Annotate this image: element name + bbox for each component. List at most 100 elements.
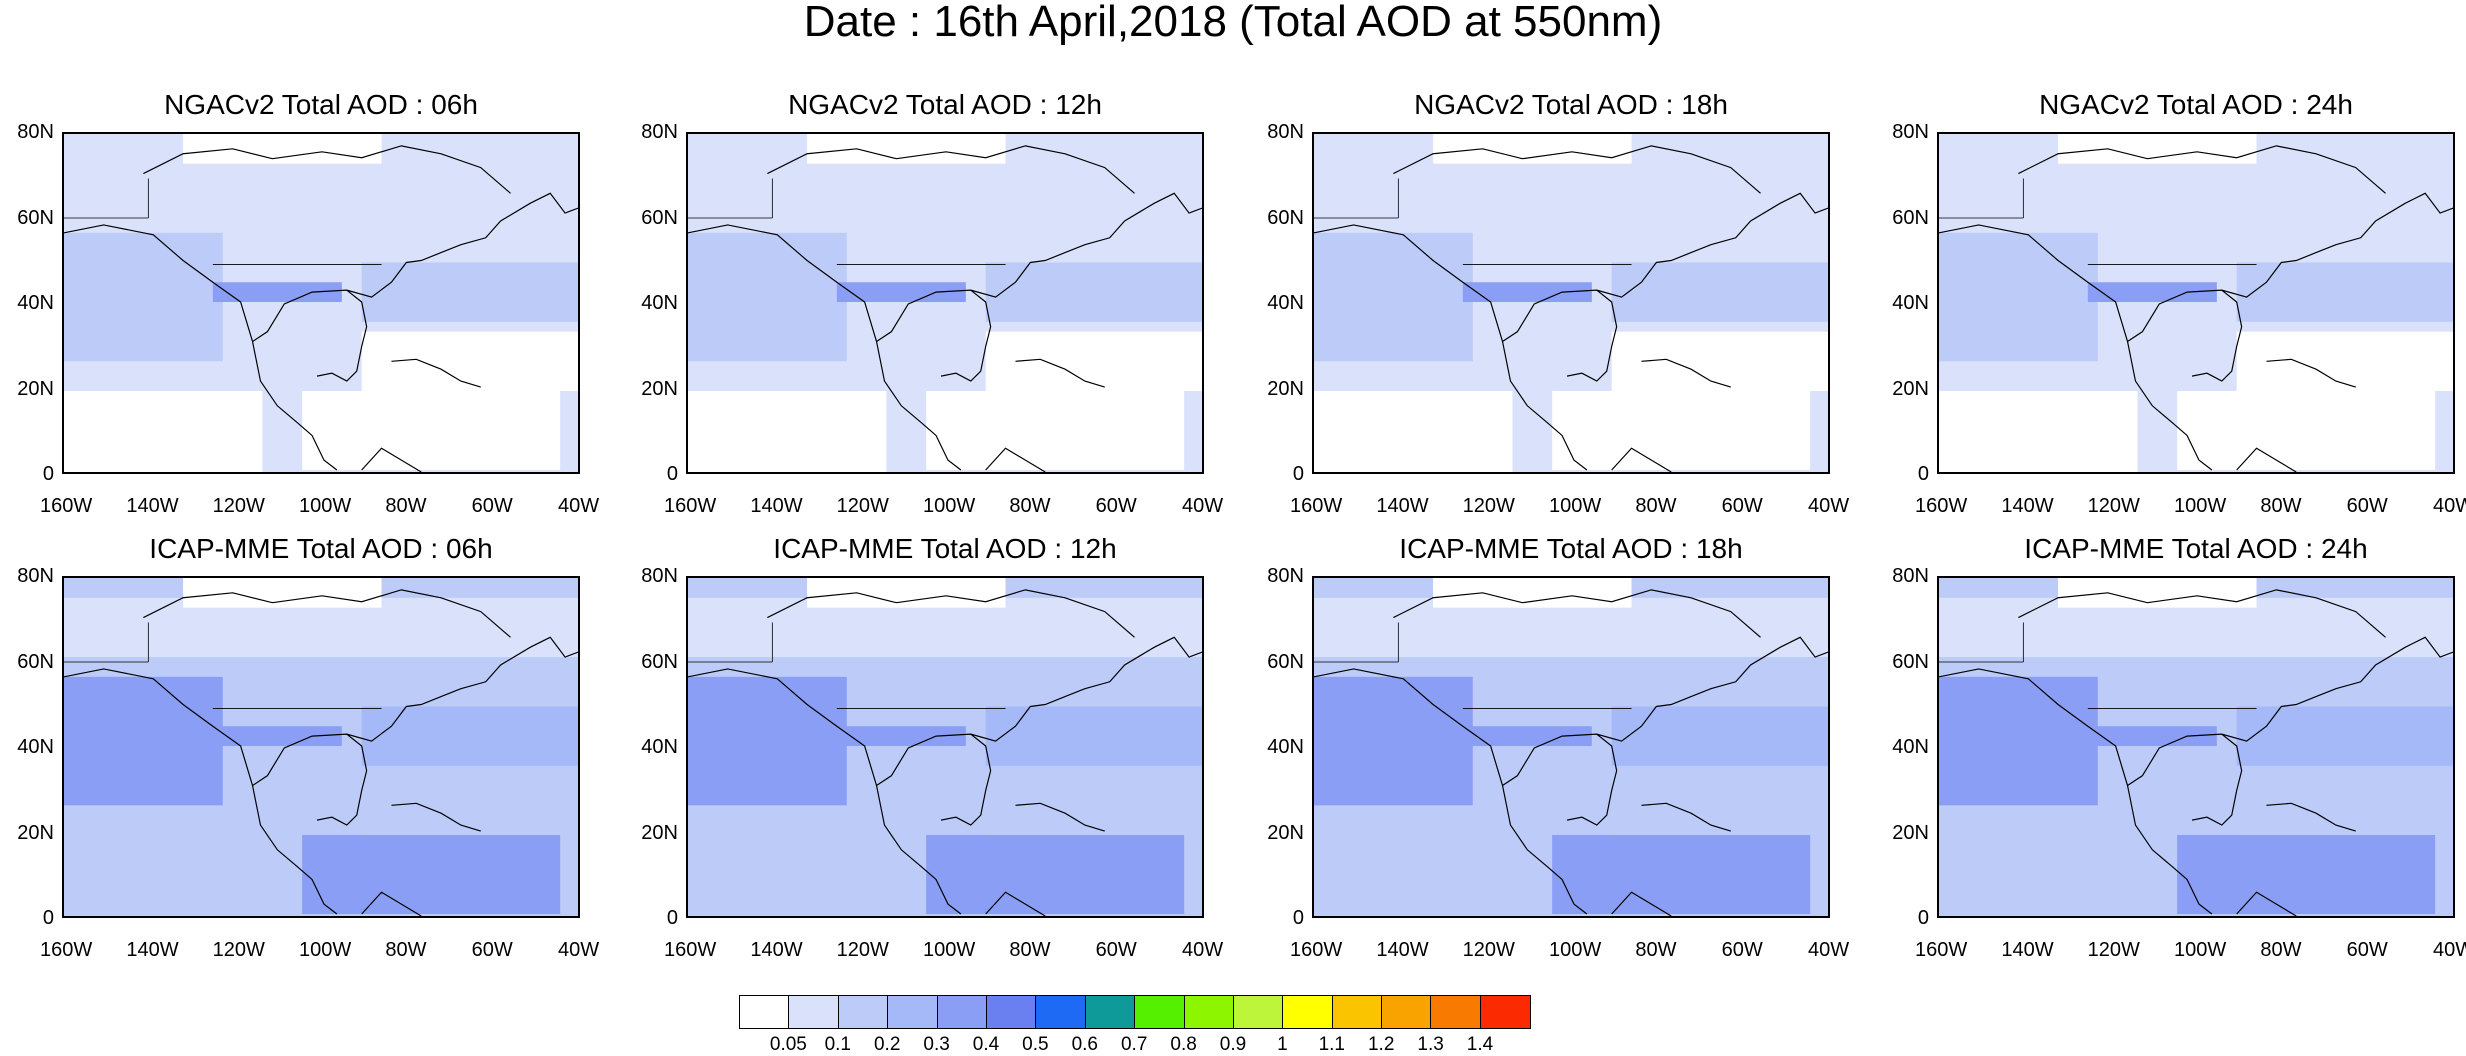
country-borders xyxy=(64,622,382,709)
longitude-tick-label: 140W xyxy=(2001,939,2054,961)
longitude-tick-label: 140W xyxy=(1376,939,1429,961)
coastline xyxy=(1939,589,2453,916)
latitude-tick-label: 0 xyxy=(666,463,678,485)
panel-title: NGACv2 Total AOD : 06h xyxy=(164,89,478,120)
aod-patch xyxy=(361,262,578,322)
latitude-tick-label: 60N xyxy=(1267,650,1304,673)
colorbar-swatch xyxy=(838,996,889,1028)
longitude-tick-label: 40W xyxy=(1182,495,1224,517)
aod-patch xyxy=(2058,134,2257,164)
colorbar-tick-label: 0.6 xyxy=(1071,1034,1099,1055)
aod-patch xyxy=(985,706,1202,766)
panel-title: NGACv2 Total AOD : 12h xyxy=(788,89,1102,120)
colorbar-swatch xyxy=(986,996,1037,1028)
latitude-tick-label: 0 xyxy=(1292,907,1304,929)
country-borders xyxy=(1939,178,2257,265)
longitude-tick-label: 120W xyxy=(1462,495,1515,517)
aod-patch xyxy=(807,578,1006,608)
aod-patch xyxy=(1314,834,1513,916)
longitude-tick-label: 40W xyxy=(1808,939,1850,961)
latitude-tick-label: 40N xyxy=(1892,292,1929,314)
map-panel: NGACv2 Total AOD : 06h 80N 60N 40N 20N 0 160W 1… xyxy=(17,89,599,522)
longitude-tick-label: 40W xyxy=(558,495,600,517)
latitude-tick-label: 40N xyxy=(1892,736,1929,758)
aod-patch xyxy=(1552,834,1811,915)
longitude-tick-label: 60W xyxy=(2346,495,2388,517)
aod-patch xyxy=(2236,262,2453,322)
coastline xyxy=(64,145,578,472)
colorbar-tick-label: 1.4 xyxy=(1466,1034,1494,1055)
aod-map xyxy=(62,576,580,918)
aod-map xyxy=(1937,576,2455,918)
aod-patch xyxy=(1552,390,1811,471)
aod-patch xyxy=(1314,597,1828,658)
aod-patch xyxy=(688,676,847,806)
map-panel: ICAP-MME Total AOD : 06h 80N 60N 40N 20N 0 160… xyxy=(17,534,599,966)
longitude-tick-label: 160W xyxy=(664,939,717,961)
aod-patch xyxy=(985,262,1202,322)
colorbar-tick-label: 0.1 xyxy=(824,1034,852,1055)
aod-patch xyxy=(212,282,342,303)
latitude-tick-label: 20N xyxy=(641,821,678,844)
map-panel: ICAP-MME Total AOD : 12h 80N 60N 40N 20N 0 160… xyxy=(641,534,1223,966)
aod-patch xyxy=(1939,153,2453,214)
latitude-tick-label: 60N xyxy=(17,206,54,229)
country-borders xyxy=(1939,622,2257,709)
longitude-tick-label: 80W xyxy=(385,495,427,517)
aod-map xyxy=(686,132,1204,474)
map-panel: ICAP-MME Total AOD : 18h 80N 60N 40N 20N 0 160… xyxy=(1267,534,1849,966)
longitude-tick-label: 80W xyxy=(1635,495,1677,517)
latitude-tick-label: 60N xyxy=(1892,206,1929,229)
colorbar-swatch xyxy=(1431,996,1481,1028)
longitude-tick-label: 60W xyxy=(2346,939,2388,961)
longitude-tick-label: 100W xyxy=(2174,939,2227,961)
colorbar-tick-label: 0.8 xyxy=(1170,1034,1197,1055)
latitude-tick-label: 80N xyxy=(17,565,54,587)
aod-patch xyxy=(1611,706,1828,766)
aod-patch xyxy=(64,153,578,214)
longitude-tick-label: 100W xyxy=(923,939,976,961)
latitude-tick-label: 40N xyxy=(641,736,678,758)
aod-map xyxy=(1312,132,1830,474)
longitude-tick-label: 140W xyxy=(126,939,179,961)
country-borders xyxy=(1314,622,1632,709)
aod-patch xyxy=(807,134,1006,164)
longitude-tick-label: 140W xyxy=(126,495,179,517)
longitude-tick-label: 80W xyxy=(385,939,427,961)
coastline xyxy=(64,589,578,916)
longitude-tick-label: 60W xyxy=(471,939,513,961)
colorbar-swatch xyxy=(789,996,839,1028)
latitude-tick-label: 0 xyxy=(42,463,54,485)
aod-patch xyxy=(2087,726,2217,747)
aod-patch xyxy=(2236,706,2453,766)
longitude-tick-label: 60W xyxy=(1721,495,1763,517)
aod-patch xyxy=(1462,282,1592,303)
aod-patch xyxy=(1314,676,1473,806)
aod-map xyxy=(62,132,580,474)
aod-map xyxy=(1937,132,2455,474)
aod-patch xyxy=(64,232,223,362)
figure-title: Date : 16th April,2018 (Total AOD at 550… xyxy=(803,0,1663,46)
map-panel: ICAP-MME Total AOD : 24h 80N 60N 40N 20N 0 160… xyxy=(1892,534,2466,966)
aod-patch xyxy=(1939,676,2098,806)
aod-patch xyxy=(1314,153,1828,214)
colorbar xyxy=(739,995,1532,1029)
latitude-tick-label: 20N xyxy=(641,377,678,400)
latitude-tick-label: 40N xyxy=(17,736,54,758)
colorbar-tick-label: 1.2 xyxy=(1367,1034,1395,1055)
aod-patch xyxy=(1939,232,2098,362)
aod-patch xyxy=(212,726,342,747)
aod-patch xyxy=(183,134,382,164)
latitude-tick-label: 60N xyxy=(641,206,678,229)
colorbar-tick-label: 0.4 xyxy=(972,1034,1000,1055)
latitude-tick-label: 40N xyxy=(641,292,678,314)
aod-patch xyxy=(1433,134,1632,164)
colorbar-tick-label: 0.3 xyxy=(923,1034,950,1055)
longitude-tick-label: 160W xyxy=(1915,939,1968,961)
aod-map xyxy=(686,576,1204,918)
colorbar-swatch xyxy=(1233,996,1284,1028)
latitude-tick-label: 60N xyxy=(1267,206,1304,229)
longitude-tick-label: 140W xyxy=(1376,495,1429,517)
aod-patch xyxy=(361,706,578,766)
latitude-tick-label: 0 xyxy=(666,907,678,929)
